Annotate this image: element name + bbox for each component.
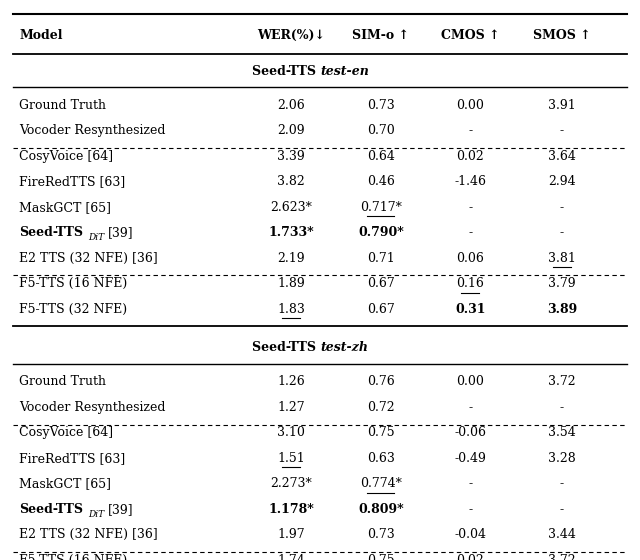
Text: Ground Truth: Ground Truth [19, 99, 106, 112]
Text: 0.717*: 0.717* [360, 200, 402, 214]
Text: Seed-TTS: Seed-TTS [19, 226, 83, 239]
Text: 3.79: 3.79 [548, 277, 576, 290]
Text: DiT: DiT [88, 510, 104, 519]
Text: MaskGCT [65]: MaskGCT [65] [19, 477, 111, 491]
Text: -: - [468, 124, 472, 137]
Text: 3.64: 3.64 [548, 150, 576, 163]
Text: [39]: [39] [108, 503, 133, 516]
Text: 3.89: 3.89 [547, 302, 577, 316]
Text: Seed-TTS: Seed-TTS [252, 65, 320, 78]
Text: 2.06: 2.06 [277, 99, 305, 112]
Text: 0.63: 0.63 [367, 452, 395, 465]
Text: WER(%)↓: WER(%)↓ [257, 29, 325, 42]
Text: 0.76: 0.76 [367, 375, 395, 389]
Text: 0.64: 0.64 [367, 150, 395, 163]
Text: MaskGCT [65]: MaskGCT [65] [19, 200, 111, 214]
Text: 0.31: 0.31 [455, 302, 486, 316]
Text: 1.89: 1.89 [277, 277, 305, 290]
Text: Seed-TTS: Seed-TTS [19, 503, 83, 516]
Text: 0.774*: 0.774* [360, 477, 402, 491]
Text: -: - [468, 200, 472, 214]
Text: 0.70: 0.70 [367, 124, 395, 137]
Text: Ground Truth: Ground Truth [19, 375, 106, 389]
Text: -: - [560, 226, 564, 239]
Text: 1.27: 1.27 [277, 401, 305, 414]
Text: [39]: [39] [108, 226, 133, 239]
Text: -0.49: -0.49 [454, 452, 486, 465]
Text: FireRedTTS [63]: FireRedTTS [63] [19, 175, 125, 188]
Text: -: - [468, 477, 472, 491]
Text: 0.67: 0.67 [367, 277, 395, 290]
Text: 0.72: 0.72 [367, 401, 395, 414]
Text: 0.790*: 0.790* [358, 226, 404, 239]
Text: test-zh: test-zh [320, 340, 368, 354]
Text: -: - [468, 503, 472, 516]
Text: SMOS ↑: SMOS ↑ [533, 29, 591, 42]
Text: 0.00: 0.00 [456, 375, 484, 389]
Text: 2.09: 2.09 [277, 124, 305, 137]
Text: 3.72: 3.72 [548, 554, 576, 560]
Text: -1.46: -1.46 [454, 175, 486, 188]
Text: F5-TTS (16 NFE): F5-TTS (16 NFE) [19, 554, 127, 560]
Text: 3.10: 3.10 [277, 426, 305, 440]
Text: 1.74: 1.74 [277, 554, 305, 560]
Text: 0.02: 0.02 [456, 554, 484, 560]
Text: -: - [560, 401, 564, 414]
Text: -: - [560, 200, 564, 214]
Text: 3.72: 3.72 [548, 375, 576, 389]
Text: 0.71: 0.71 [367, 251, 395, 265]
Text: 2.273*: 2.273* [270, 477, 312, 491]
Text: Vocoder Resynthesized: Vocoder Resynthesized [19, 124, 166, 137]
Text: 0.75: 0.75 [367, 426, 395, 440]
Text: E2 TTS (32 NFE) [36]: E2 TTS (32 NFE) [36] [19, 528, 158, 542]
Text: CosyVoice [64]: CosyVoice [64] [19, 150, 113, 163]
Text: 1.51: 1.51 [277, 452, 305, 465]
Text: 2.19: 2.19 [277, 251, 305, 265]
Text: 0.75: 0.75 [367, 554, 395, 560]
Text: test-en: test-en [320, 65, 369, 78]
Text: Vocoder Resynthesized: Vocoder Resynthesized [19, 401, 166, 414]
Text: 0.46: 0.46 [367, 175, 395, 188]
Text: 3.39: 3.39 [277, 150, 305, 163]
Text: 3.54: 3.54 [548, 426, 576, 440]
Text: Seed-TTS: Seed-TTS [252, 340, 320, 354]
Text: 3.82: 3.82 [277, 175, 305, 188]
Text: F5-TTS (32 NFE): F5-TTS (32 NFE) [19, 302, 127, 316]
Text: 0.73: 0.73 [367, 528, 395, 542]
Text: 3.91: 3.91 [548, 99, 576, 112]
Text: -: - [468, 226, 472, 239]
Text: -: - [468, 401, 472, 414]
Text: E2 TTS (32 NFE) [36]: E2 TTS (32 NFE) [36] [19, 251, 158, 265]
Text: 1.97: 1.97 [277, 528, 305, 542]
Text: FireRedTTS [63]: FireRedTTS [63] [19, 452, 125, 465]
Text: Model: Model [19, 29, 63, 42]
Text: 0.06: 0.06 [456, 251, 484, 265]
Text: -: - [560, 124, 564, 137]
Text: 3.44: 3.44 [548, 528, 576, 542]
Text: 3.28: 3.28 [548, 452, 576, 465]
Text: 1.26: 1.26 [277, 375, 305, 389]
Text: CMOS ↑: CMOS ↑ [441, 29, 500, 42]
Text: 0.809*: 0.809* [358, 503, 404, 516]
Text: 2.94: 2.94 [548, 175, 576, 188]
Text: DiT: DiT [88, 233, 104, 242]
Text: F5-TTS (16 NFE): F5-TTS (16 NFE) [19, 277, 127, 290]
Text: 3.81: 3.81 [548, 251, 576, 265]
Text: 1.83: 1.83 [277, 302, 305, 316]
Text: 0.16: 0.16 [456, 277, 484, 290]
Text: SIM-o ↑: SIM-o ↑ [352, 29, 410, 42]
Text: -0.06: -0.06 [454, 426, 486, 440]
Text: 0.02: 0.02 [456, 150, 484, 163]
Text: 0.73: 0.73 [367, 99, 395, 112]
Text: 1.733*: 1.733* [268, 226, 314, 239]
Text: -0.04: -0.04 [454, 528, 486, 542]
Text: 1.178*: 1.178* [268, 503, 314, 516]
Text: 2.623*: 2.623* [270, 200, 312, 214]
Text: 0.67: 0.67 [367, 302, 395, 316]
Text: -: - [560, 477, 564, 491]
Text: 0.00: 0.00 [456, 99, 484, 112]
Text: -: - [560, 503, 564, 516]
Text: CosyVoice [64]: CosyVoice [64] [19, 426, 113, 440]
